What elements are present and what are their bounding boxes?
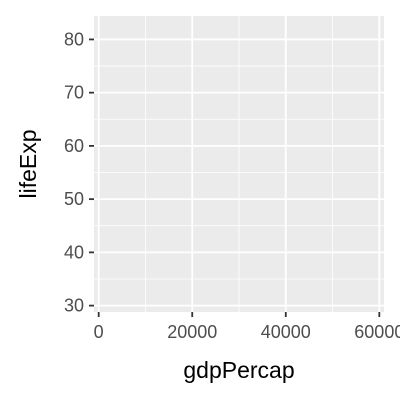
y-tick-label: 50 [64, 189, 84, 209]
x-tick-label: 0 [94, 322, 104, 342]
y-tick-label: 70 [64, 83, 84, 103]
y-tick-label: 40 [64, 242, 84, 262]
y-axis-title: lifeExp [15, 129, 41, 198]
x-tick-label: 60000 [354, 322, 400, 342]
y-tick-label: 60 [64, 136, 84, 156]
x-axis: 0 20000 40000 60000 [94, 312, 400, 342]
x-tick-label: 20000 [167, 322, 217, 342]
x-axis-title: gdpPercap [183, 357, 294, 383]
y-tick-label: 30 [64, 296, 84, 316]
x-tick-label: 40000 [261, 322, 311, 342]
y-axis: 30 40 50 60 70 80 [64, 29, 94, 315]
y-tick-label: 80 [64, 29, 84, 49]
